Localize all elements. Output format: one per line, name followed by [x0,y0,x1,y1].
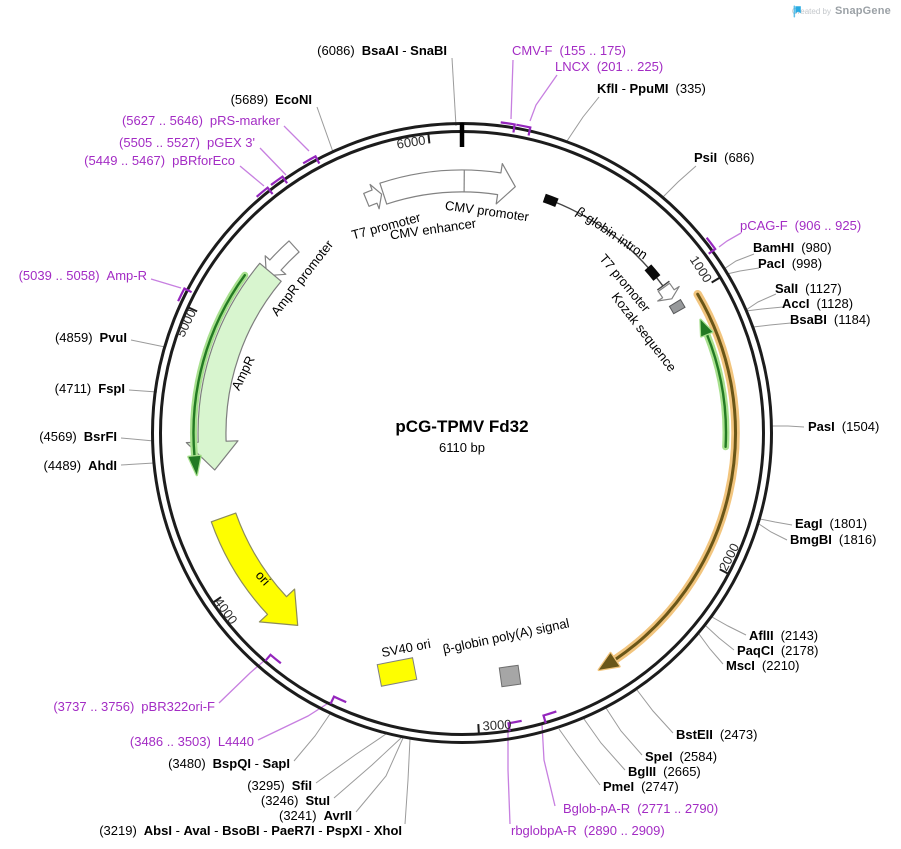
rbglobpa-r-primer-mark[interactable] [507,719,522,732]
tick-2000 [719,568,730,576]
leader-sali [745,293,777,311]
leader-pvui [130,339,166,348]
tick-label-3000: 3000 [482,717,512,734]
orf-arc-right-arrowhead[interactable] [699,318,714,338]
leader-psii [661,165,697,199]
leader-paci [726,267,760,275]
leader-absi-avai-bsobi-paer7i-pspxi-xhoi [404,738,411,825]
tick-5000 [187,306,198,313]
leader-pgex3 [259,147,287,176]
leader-amp-r [150,278,182,289]
orf-arc-left-line[interactable] [192,274,246,458]
leader-bmgbi [758,523,788,541]
snapgene-credit: Created by SnapGene [791,5,891,18]
ori-arrow[interactable] [210,512,299,626]
gene-arc-arrowhead[interactable] [597,651,621,672]
leader-pbrforeco [239,165,265,187]
leader-bsaai-snabi [451,57,457,127]
sv40-ori-box[interactable] [376,657,418,687]
t7-promoter-arrow-b[interactable] [657,282,680,302]
leader-prs-marker [283,125,310,152]
feature-label-ampr-promoter[interactable]: AmpR promoter [268,237,337,319]
plasmid-name: pCG-TPMV Fd32 [395,417,529,436]
leader-cmv-f [510,59,514,120]
leader-stui [333,737,402,799]
leader-ahdi [120,462,155,466]
bglobin-intron-start-bar[interactable] [542,193,559,207]
t7-promoter-arrow-a[interactable] [363,183,383,210]
leader-sfii [315,733,387,784]
leader-pasi [772,425,805,428]
leader-rbglobpa-r [507,728,511,825]
leader-spei [605,707,643,756]
title-block: pCG-TPMV Fd32 6110 bp [362,417,562,455]
cmv-enhancer-promoter-arrow[interactable] [379,163,516,205]
prs-marker-primer-mark[interactable] [302,154,321,165]
orf-arc-left-arrowhead[interactable] [187,454,202,477]
leader-kfli-ppumi [566,96,600,142]
leader-bglob-pa-r [541,723,556,807]
pbrforeco-primer-mark[interactable] [255,186,274,198]
ampr-promoter-arrow[interactable] [264,240,300,277]
leader-bsabi [752,322,792,328]
primer-marks [177,121,717,732]
tick-3000 [477,723,480,735]
leader-bamhi [723,253,755,270]
tick-label-6000: 6000 [396,132,427,151]
tick-1000 [711,276,722,284]
leader-bspqi-sapi [293,713,331,762]
leader-aflii [711,616,747,636]
leader-eagi [759,518,793,526]
leader-bsrfi [120,437,155,442]
credit-brand: SnapGene [834,5,891,17]
leader-bsteii [636,689,674,734]
credit-prefix: Created by [791,6,831,16]
pgex-3-primer-mark[interactable] [270,175,289,186]
cmv-f-primer-mark[interactable] [500,121,516,133]
feature-label-sv40-ori[interactable]: SV40 ori [380,636,432,660]
pcag-f-primer-mark[interactable] [705,237,717,255]
leader-paqci [705,625,735,651]
l4440-primer-mark[interactable] [329,695,347,705]
leader-pcag-f [718,232,742,248]
amp-r-primer-mark[interactable] [177,287,193,302]
plasmid-size: 6110 bp [438,440,486,455]
leader-pbr322ori-f [218,659,266,704]
pbr322ori-f-primer-mark[interactable] [264,653,282,665]
gene-arc-line[interactable] [613,292,737,662]
leader-msci [698,633,724,665]
feature-label-bglobin-polya[interactable]: β-globin poly(A) signal [441,615,570,656]
tick-6000 [427,132,431,144]
leader-acci [745,306,784,312]
scale-ticks [187,123,730,735]
feature-label-bglobin-intron[interactable]: β-globin intron [574,204,651,263]
tick-label-1000: 1000 [687,253,715,285]
leader-pmei [558,728,601,786]
leader-lncx [529,74,558,122]
bglobin-intron-end-bar[interactable] [644,264,661,281]
leader-fspi [128,389,158,393]
bglob-pa-r-primer-mark[interactable] [542,710,557,724]
leader-econi [316,106,334,153]
bglobin-intron-end-tick [656,280,670,291]
kozak-sequence-box[interactable] [668,298,686,315]
bglobin-polya-box[interactable] [498,664,522,688]
leader-l4440 [257,701,331,741]
bglobin-intron-line[interactable] [544,197,664,287]
orf-arc-right-line[interactable] [705,332,728,448]
ampr-arrow[interactable] [185,262,282,471]
snapgene-flag-icon [793,5,801,18]
lncx-primer-mark[interactable] [516,123,532,136]
leader-lines [120,57,805,825]
tick-4000 [211,596,222,604]
leader-avrii [355,737,404,813]
plasmid-features [185,163,740,688]
leader-bglii [583,718,626,771]
